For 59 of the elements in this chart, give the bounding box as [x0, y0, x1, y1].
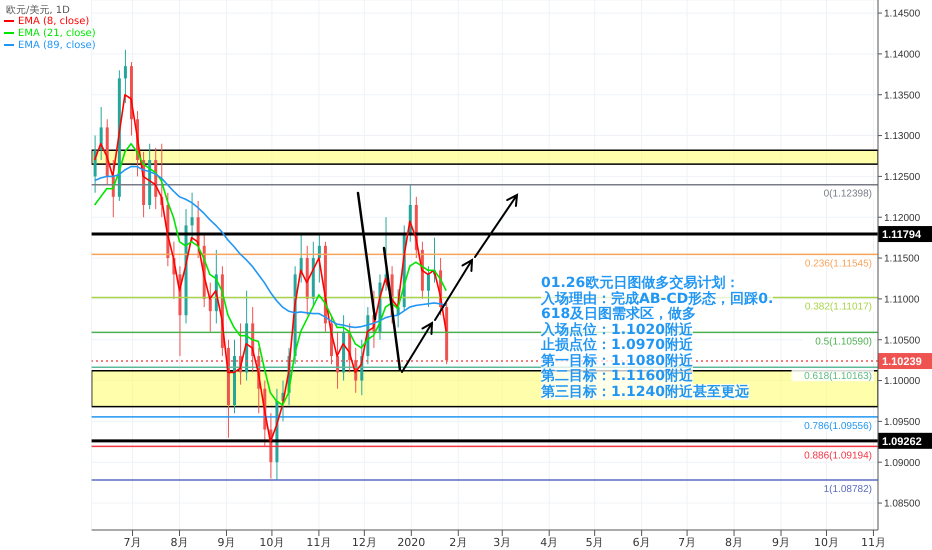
y-tick-label: 1.14500: [884, 8, 921, 20]
ref-line-label: 0.786(1.09556): [804, 420, 872, 432]
x-tick-label: 7月: [678, 536, 696, 549]
annotation: 入场理由：完成AB-CD形态，回踩0.: [541, 290, 774, 306]
x-tick-label: 5月: [586, 536, 604, 549]
annotation: 第三目标：1.1240附近甚至更远: [541, 384, 750, 400]
x-tick-label: 9月: [772, 536, 790, 549]
x-tick-label: 10月: [814, 536, 839, 549]
x-tick-label: 11月: [860, 536, 886, 549]
annotation: 第一目标：1.1080附近: [541, 352, 694, 368]
ref-line-label: 0.236(1.11545): [804, 258, 872, 270]
ref-line-label: 0(1.12398): [824, 188, 872, 200]
annotation: 01.26欧元日图做多交易计划：: [541, 275, 740, 291]
y-tick-label: 1.09000: [884, 458, 921, 469]
annotation: 止损点位：1.0970附近: [541, 337, 694, 353]
y-tick-label: 1.13000: [884, 131, 921, 142]
y-tick-label: 1.09500: [884, 416, 921, 428]
x-tick-label: 12月: [352, 536, 377, 549]
candlestick: [190, 192, 194, 242]
text: 欧元/美元, 1D: [6, 4, 70, 16]
x-tick-label: 9月: [217, 536, 236, 549]
legend-label: EMA (21, close): [17, 28, 96, 40]
ref-line-label: 1.09262: [882, 436, 922, 448]
y-tick-label: 1.12000: [884, 212, 921, 224]
x-tick-label: 6月: [632, 536, 651, 549]
ref-line-label: 1.11794: [882, 229, 922, 242]
ref-line-label: 1.10239: [882, 356, 922, 368]
x-tick-label: 7月: [124, 536, 142, 549]
candlestick: [426, 266, 430, 308]
x-tick-label: 2月: [449, 536, 468, 549]
ref-line-label: 1(1.08782): [824, 484, 872, 496]
line-series: [94, 142, 447, 406]
x-tick-label: 2020: [397, 536, 426, 549]
x-tick-label: 10月: [259, 536, 284, 549]
x-tick-label: 4月: [540, 536, 558, 549]
x-tick-label: 3月: [493, 536, 512, 549]
y-tick-label: 1.10500: [884, 335, 921, 346]
x-tick-label: 8月: [170, 536, 188, 549]
y-tick-label: 1.10000: [884, 376, 921, 388]
annotation: 入场点位：1.1020附近: [541, 322, 694, 338]
ref-line-label: 0.382(1.11017): [804, 302, 872, 312]
x-tick-label: 8月: [725, 536, 744, 549]
annotation: 第二目标：1.1160附近: [541, 368, 694, 384]
annotation: 618及日图需求区，做多: [541, 306, 696, 322]
x-tick-label: 11月: [306, 536, 332, 549]
ref-line-label: 0.5(1.10590): [815, 336, 872, 348]
y-tick-label: 1.14000: [884, 49, 921, 60]
legend-label: EMA (8, close): [17, 16, 90, 28]
candlestick: [208, 282, 212, 332]
y-tick-label: 1.13500: [884, 90, 921, 102]
line-series: [94, 94, 447, 443]
y-tick-label: 1.08500: [884, 498, 921, 510]
y-tick-label: 1.12500: [884, 172, 921, 183]
y-tick-label: 1.11500: [884, 254, 920, 265]
y-tick-label: 1.11000: [884, 294, 920, 306]
legend-label: EMA (89, close): [17, 40, 96, 52]
ref-line-label: 0.618(1.10163): [804, 371, 872, 382]
ref-line-label: 0.886(1.09194): [804, 450, 872, 462]
candlestick: [124, 49, 127, 104]
